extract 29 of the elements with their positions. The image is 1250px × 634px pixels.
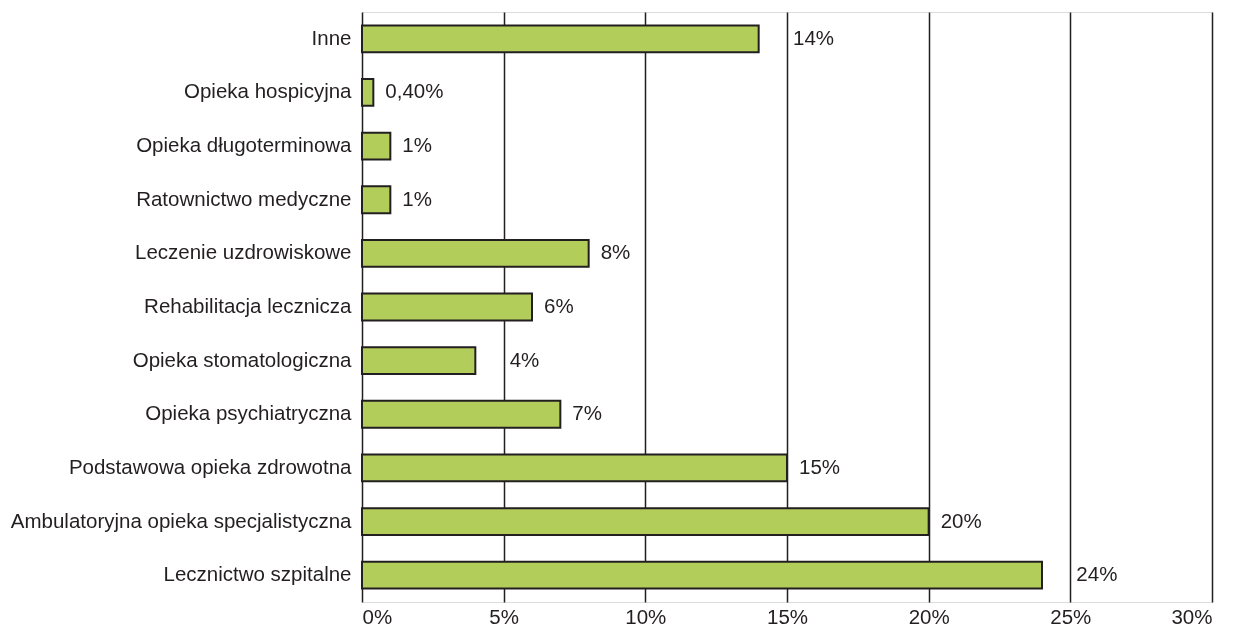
- data-label: 4%: [509, 347, 540, 371]
- data-label: 6%: [544, 294, 574, 317]
- y-tick-label: Podstawowa opieka zdrowotna: [68, 454, 353, 478]
- data-label: 24%: [1076, 562, 1118, 586]
- y-tick-label: Opieka długoterminowa: [136, 133, 353, 157]
- data-label: 8%: [600, 240, 631, 264]
- y-tick-label: Ambulatoryjna opieka specjalistyczna: [10, 508, 353, 532]
- y-tick-label: Rehabilitacja lecznicza: [144, 294, 353, 317]
- data-label: 20%: [940, 508, 982, 532]
- data-label: 15%: [799, 454, 841, 478]
- x-tick-label: 15%: [766, 604, 809, 628]
- x-tick-label: 25%: [1050, 604, 1092, 628]
- y-tick-label: Inne: [311, 25, 352, 49]
- data-label: 0,40%: [385, 79, 444, 103]
- x-tick-label: 0%: [362, 604, 393, 628]
- y-tick-label: Lecznictwo szpitalne: [163, 562, 352, 586]
- x-tick-label: 5%: [489, 604, 519, 628]
- y-tick-label: Opieka stomatologiczna: [132, 347, 353, 371]
- y-tick-label: Leczenie uzdrowiskowe: [134, 240, 352, 264]
- y-tick-label: Ratownictwo medyczne: [136, 186, 352, 210]
- data-label: 14%: [793, 25, 835, 49]
- x-tick-label: 10%: [625, 604, 667, 628]
- y-tick-label: Opieka hospicyjna: [183, 79, 353, 103]
- y-tick-label: Opieka psychiatryczna: [145, 401, 353, 425]
- x-tick-label: 20%: [908, 604, 950, 628]
- x-tick-label: 30%: [1171, 604, 1213, 628]
- data-label: 1%: [402, 133, 432, 157]
- data-label: 1%: [402, 186, 432, 210]
- data-label: 7%: [572, 401, 602, 425]
